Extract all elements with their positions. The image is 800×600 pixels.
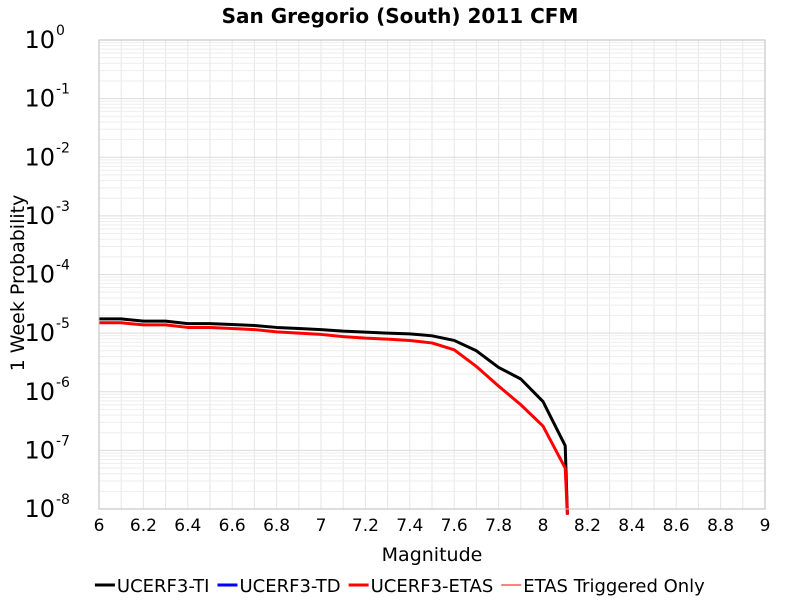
y-tick-label: 10 -5: [24, 316, 70, 347]
x-tick-label: 7.8: [485, 516, 512, 536]
y-tick-base: 10: [24, 261, 55, 289]
legend-item: UCERF3-TD: [217, 576, 341, 597]
x-tick-label: 6.6: [219, 516, 246, 536]
y-tick-exponent: -8: [56, 492, 70, 508]
x-tick-label: 8.6: [663, 516, 690, 536]
y-tick-base: 10: [24, 378, 55, 406]
y-tick-label: 10 -8: [24, 492, 70, 523]
y-axis-label: 1 Week Probability: [7, 195, 29, 372]
x-tick-label: 6.4: [174, 516, 201, 536]
x-tick-label: 8.8: [707, 516, 734, 536]
y-tick-label: 10 -4: [24, 258, 70, 289]
y-tick-exponent: -4: [56, 258, 70, 274]
y-tick-exponent: -3: [56, 199, 70, 215]
y-tick-exponent: -7: [56, 433, 70, 449]
y-tick-exponent: -1: [56, 82, 70, 98]
plot-area: [98, 39, 766, 515]
series-line-ucerf3-etas: [99, 321, 569, 515]
plot-frame: [98, 39, 766, 510]
legend-item: ETAS Triggered Only: [501, 576, 705, 597]
y-tick-exponent: -2: [56, 140, 70, 156]
x-tick-label: 6.2: [130, 516, 157, 536]
y-tick-base: 10: [24, 85, 55, 113]
y-tick-label: 10 -6: [24, 375, 70, 406]
legend-item: UCERF3-TI: [94, 576, 210, 597]
series-lines: [99, 317, 569, 515]
x-tick-label: 8.4: [618, 516, 645, 536]
y-tick-exponent: -6: [56, 375, 70, 391]
x-tick-label: 8: [538, 516, 549, 536]
y-tick-base: 10: [24, 319, 55, 347]
x-tick-label: 7.4: [396, 516, 423, 536]
grid-lines: [99, 40, 765, 510]
legend: UCERF3-TI UCERF3-TD UCERF3-ETAS ETAS Trigge…: [94, 576, 705, 597]
legend-label: UCERF3-TD: [239, 576, 340, 597]
x-axis-ticks: 6 6.2 6.4 6.6 6.8 7 7.2 7.4 7.6 7.8 8 8.2 8.4 8.6 8.8 9: [94, 516, 771, 536]
x-tick-label: 7.6: [441, 516, 468, 536]
y-tick-label: 10 -1: [24, 82, 70, 113]
x-axis-label: Magnitude: [382, 544, 483, 566]
x-tick-label: 8.2: [574, 516, 601, 536]
x-tick-label: 6.8: [263, 516, 290, 536]
y-tick-exponent: 0: [56, 23, 65, 39]
x-tick-label: 7.2: [352, 516, 379, 536]
y-tick-base: 10: [24, 26, 55, 54]
y-tick-label: 10 -3: [24, 199, 70, 230]
y-tick-label: 10 0: [24, 23, 64, 54]
y-tick-base: 10: [24, 143, 55, 171]
x-tick-label: 7: [316, 516, 327, 536]
x-tick-label: 9: [760, 516, 771, 536]
series-line-ucerf3-ti: [99, 317, 569, 515]
y-tick-base: 10: [24, 495, 55, 523]
y-tick-exponent: -5: [56, 316, 70, 332]
legend-item: UCERF3-ETAS: [348, 576, 494, 597]
chart-title: San Gregorio (South) 2011 CFM: [222, 4, 579, 28]
legend-label: ETAS Triggered Only: [523, 576, 705, 597]
y-tick-label: 10 -2: [24, 140, 70, 171]
y-tick-base: 10: [24, 202, 55, 230]
x-tick-label: 6: [94, 516, 105, 536]
y-tick-label: 10 -7: [24, 433, 70, 464]
y-tick-base: 10: [24, 436, 55, 464]
legend-label: UCERF3-TI: [117, 576, 210, 597]
legend-label: UCERF3-ETAS: [371, 576, 494, 597]
